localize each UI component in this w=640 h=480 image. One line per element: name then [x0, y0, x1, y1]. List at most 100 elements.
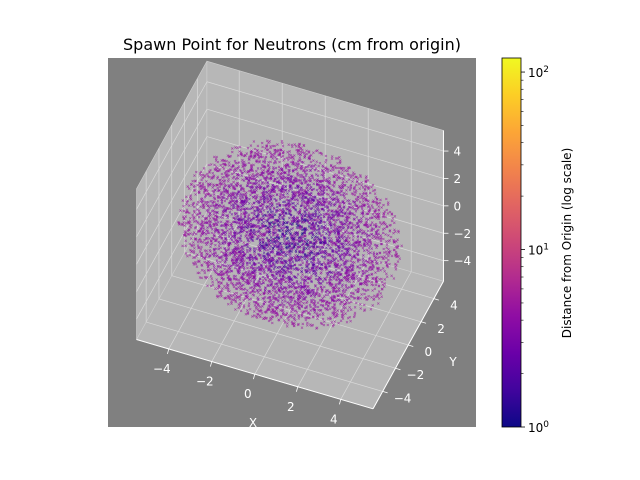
data-point	[307, 211, 311, 214]
data-point	[226, 190, 229, 193]
data-point	[307, 204, 311, 208]
data-point	[317, 164, 321, 168]
data-point	[381, 221, 385, 225]
data-point	[187, 204, 191, 207]
data-point	[235, 258, 239, 262]
data-point	[336, 197, 340, 201]
data-point	[216, 194, 220, 198]
data-point	[331, 193, 334, 197]
data-point	[213, 234, 216, 237]
data-point	[231, 184, 235, 188]
data-point	[258, 217, 261, 221]
data-point	[201, 230, 204, 233]
data-point	[223, 179, 227, 182]
data-point	[275, 193, 279, 197]
data-point	[268, 150, 272, 154]
data-point	[220, 228, 224, 232]
data-point	[320, 173, 323, 177]
data-point	[275, 205, 279, 209]
data-point	[235, 194, 239, 197]
data-point	[244, 225, 247, 229]
data-point	[373, 215, 376, 218]
data-point	[244, 195, 248, 198]
data-point	[234, 277, 238, 281]
data-point	[308, 222, 312, 225]
data-point	[252, 195, 255, 199]
data-point	[242, 228, 245, 232]
data-point	[246, 226, 250, 230]
data-point	[277, 201, 281, 205]
data-point	[315, 179, 319, 183]
data-point	[336, 213, 340, 217]
data-point	[375, 216, 378, 220]
data-point	[209, 204, 213, 208]
data-point	[205, 243, 208, 247]
data-point	[285, 237, 288, 241]
data-point	[353, 193, 357, 197]
data-point	[364, 217, 368, 221]
data-point	[321, 179, 325, 183]
data-point	[224, 260, 227, 263]
data-point	[196, 244, 200, 247]
data-point	[246, 245, 249, 249]
data-point	[318, 266, 322, 270]
data-point	[296, 174, 300, 177]
data-point	[182, 204, 185, 208]
data-point	[338, 236, 341, 240]
data-point	[325, 188, 329, 192]
data-point	[324, 167, 327, 170]
data-point	[201, 231, 205, 235]
data-point	[226, 229, 229, 232]
data-point	[241, 178, 244, 182]
data-point	[282, 195, 285, 199]
data-point	[288, 242, 292, 245]
data-point	[330, 197, 333, 200]
data-point	[259, 152, 263, 156]
data-point	[277, 209, 280, 213]
data-point	[360, 183, 363, 187]
data-point	[274, 185, 278, 188]
data-point	[367, 252, 370, 255]
data-point	[208, 217, 212, 220]
data-point	[312, 204, 315, 208]
data-point	[269, 160, 273, 164]
data-point	[376, 244, 379, 247]
data-point	[298, 142, 302, 146]
data-point	[221, 229, 225, 232]
data-point	[324, 224, 327, 227]
data-point	[197, 229, 200, 233]
data-point	[266, 163, 270, 167]
data-point	[297, 178, 301, 182]
data-point	[237, 177, 240, 180]
data-point	[242, 217, 246, 221]
data-point	[299, 227, 302, 231]
data-point	[193, 184, 196, 188]
data-point	[210, 231, 214, 235]
data-point	[247, 207, 251, 211]
data-point	[357, 182, 361, 186]
data-point	[310, 231, 314, 235]
data-point	[386, 212, 390, 215]
data-point	[275, 208, 279, 212]
data-point	[257, 155, 261, 158]
data-point	[327, 214, 331, 217]
data-point	[239, 205, 243, 208]
data-point	[256, 212, 260, 216]
data-point	[363, 232, 367, 235]
data-point	[206, 265, 210, 268]
data-point	[235, 212, 239, 215]
data-point	[242, 204, 245, 207]
data-point	[196, 260, 200, 264]
data-point	[314, 210, 318, 214]
data-point	[361, 212, 365, 216]
data-point	[327, 270, 331, 274]
data-point	[191, 213, 195, 217]
data-point	[374, 237, 377, 240]
data-point	[184, 234, 188, 238]
data-point	[252, 163, 255, 167]
data-point	[379, 268, 382, 272]
data-point	[223, 267, 227, 271]
data-point	[337, 226, 341, 230]
data-point	[212, 237, 216, 241]
data-point	[265, 170, 269, 174]
